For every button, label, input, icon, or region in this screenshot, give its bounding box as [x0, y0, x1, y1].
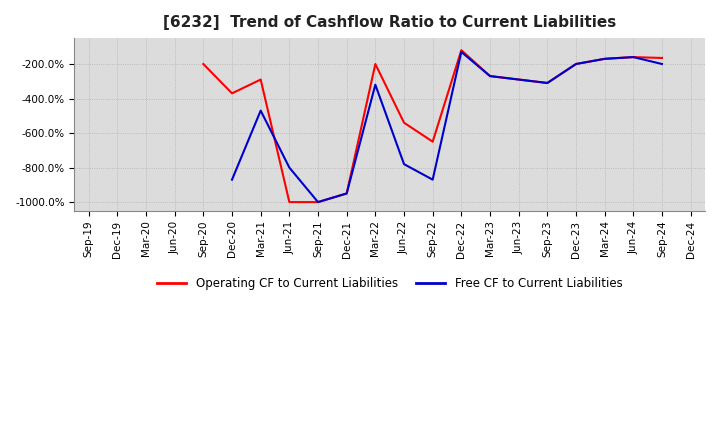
Title: [6232]  Trend of Cashflow Ratio to Current Liabilities: [6232] Trend of Cashflow Ratio to Curren…: [163, 15, 616, 30]
Legend: Operating CF to Current Liabilities, Free CF to Current Liabilities: Operating CF to Current Liabilities, Fre…: [152, 272, 627, 295]
